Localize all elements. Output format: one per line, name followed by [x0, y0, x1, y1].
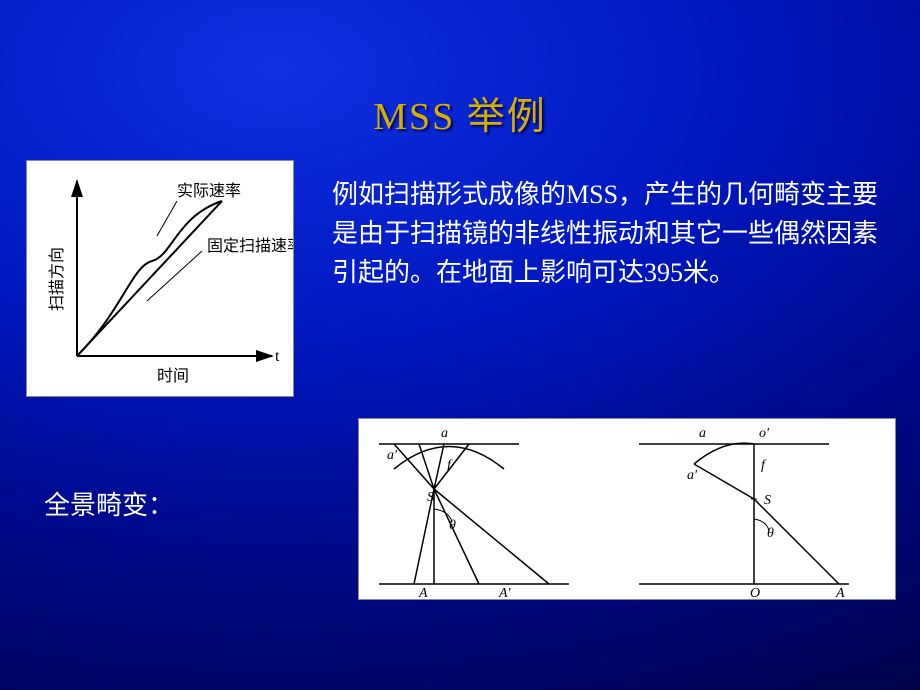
svg-text:S: S: [427, 490, 434, 505]
panorama-diagram: aa'fSθAA'ao'fa'SθOA: [358, 418, 896, 600]
svg-text:θ: θ: [449, 518, 456, 533]
svg-text:a': a': [687, 468, 698, 483]
scan-rate-graph: 实际速率固定扫描速率时间 t 扫描方向: [26, 160, 294, 397]
svg-text:实际速率: 实际速率: [177, 182, 241, 200]
panorama-svg: aa'fSθAA'ao'fa'SθOA: [359, 419, 895, 599]
svg-text:f: f: [761, 458, 767, 473]
slide-title: MSS 举例: [0, 85, 920, 140]
svg-text:S: S: [764, 493, 771, 508]
scan-rate-svg: 实际速率固定扫描速率时间 t 扫描方向: [27, 161, 293, 396]
svg-text:t: t: [275, 348, 280, 365]
svg-text:a: a: [441, 426, 448, 441]
svg-text:o': o': [759, 426, 770, 441]
svg-text:A: A: [835, 586, 845, 599]
svg-text:a': a': [387, 448, 398, 463]
svg-text:A': A': [498, 586, 512, 599]
svg-text:A: A: [418, 586, 428, 599]
svg-text:a: a: [699, 426, 706, 441]
slide: MSS 举例 实际速率固定扫描速率时间 t 扫描方向 例如扫描形式成像的MSS，产生…: [0, 0, 920, 690]
body-text: 例如扫描形式成像的MSS，产生的几何畸变主要是由于扫描镜的非线性振动和其它一些偶…: [332, 175, 892, 292]
svg-text:θ: θ: [767, 526, 774, 541]
svg-text:O: O: [750, 586, 760, 599]
svg-text:固定扫描速率: 固定扫描速率: [207, 237, 293, 255]
svg-text:扫描方向: 扫描方向: [48, 247, 66, 311]
panorama-caption: 全景畸变：: [44, 485, 174, 522]
svg-text:时间: 时间: [157, 367, 189, 385]
